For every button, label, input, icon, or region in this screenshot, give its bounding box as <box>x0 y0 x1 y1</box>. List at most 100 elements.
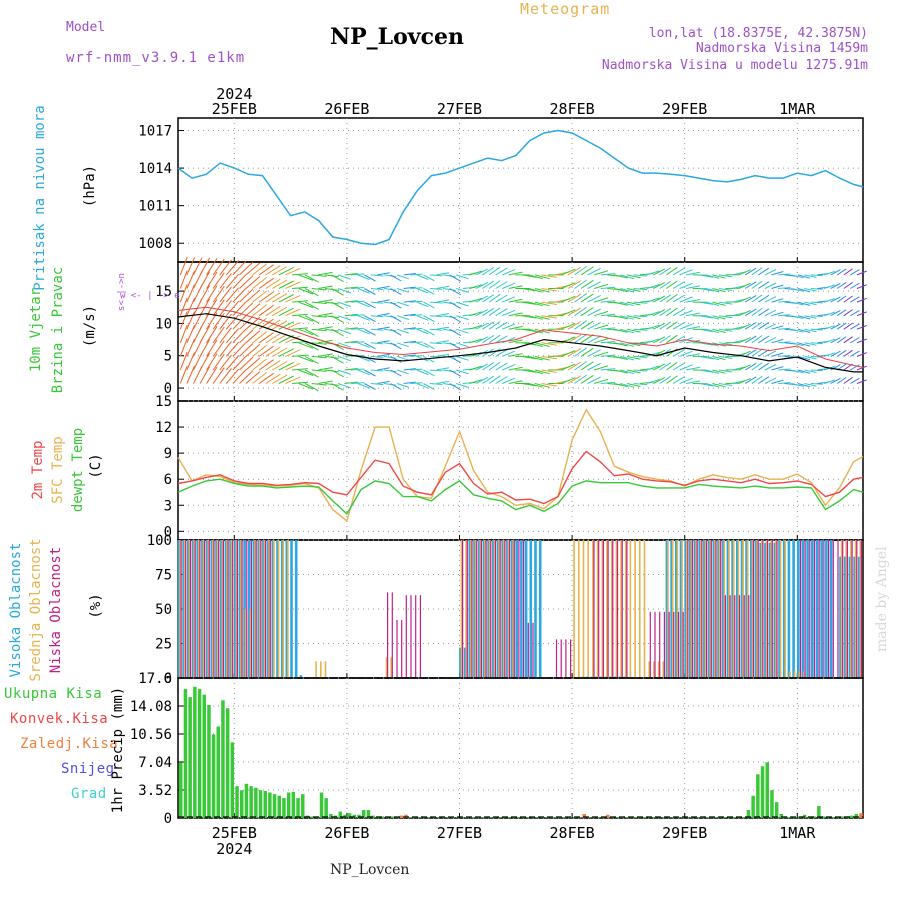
wind-barb <box>712 274 726 279</box>
wind-barb <box>699 383 713 387</box>
wind-barb <box>594 270 609 276</box>
wind-barb <box>810 328 823 331</box>
wind-barb <box>344 327 358 330</box>
wind-barb <box>561 377 576 384</box>
wind-barb <box>791 342 804 347</box>
wind-barb <box>600 368 616 371</box>
wind-barb <box>225 260 240 276</box>
wind-barb <box>488 280 501 289</box>
wind-barb <box>646 284 660 289</box>
wind-barb <box>659 267 672 276</box>
wind-barb <box>541 274 557 278</box>
wind-barb <box>646 379 660 384</box>
wind-barb <box>443 301 456 305</box>
precip-unit-label: 1hr Precip (mm) <box>110 687 126 813</box>
wind-barb <box>843 309 853 317</box>
wind-barb <box>364 369 376 377</box>
wind-barb <box>291 286 308 289</box>
wind-barb <box>383 342 397 346</box>
wind-barb <box>712 328 726 333</box>
wind-barb <box>482 321 494 330</box>
wind-barb <box>653 336 666 344</box>
precip-bar-total <box>272 794 277 818</box>
wind-barb <box>436 272 450 276</box>
wind-barb <box>797 342 811 347</box>
wind-barb <box>469 365 483 371</box>
wind-barb <box>495 281 508 289</box>
wind-barb <box>278 280 294 289</box>
wind-barb <box>600 327 616 330</box>
wind-barb <box>738 364 751 371</box>
model-name: wrf-nmm_v3.9.1 e1km <box>66 50 246 66</box>
wind-barb <box>502 323 516 330</box>
wind-barb <box>488 266 501 276</box>
wind-barb <box>830 364 841 371</box>
precip-legend-4: Grad <box>71 786 107 802</box>
precip-bar-total <box>202 694 206 818</box>
wind-barb <box>429 274 443 277</box>
wind-barb <box>357 328 370 335</box>
wind-barb <box>771 352 784 357</box>
wind-barb <box>508 380 523 384</box>
precip-bar-convective <box>859 813 863 818</box>
wind-barb <box>179 324 188 343</box>
wind-barb <box>429 301 443 304</box>
temp2m-label: 2m Temp <box>30 440 46 499</box>
wind-barb <box>304 301 319 310</box>
precip-bar-total <box>286 792 291 818</box>
precip-bar-total <box>765 762 769 818</box>
wind-barb <box>843 295 853 303</box>
panel-wind: 0 5 10 15 10m Vjetar Brzina i Pravac (m/s) w <-… <box>28 257 867 402</box>
wind-barb <box>679 310 693 317</box>
wind-barb <box>252 304 268 317</box>
wind-barb <box>646 338 660 344</box>
wind-barb <box>731 298 746 303</box>
coordinates-text: lon,lat (18.8375E, 42.3875N) <box>648 26 868 41</box>
wind-barb <box>469 270 483 276</box>
wind-barb <box>836 349 847 357</box>
wind-barb <box>291 273 308 276</box>
wind-barb <box>239 261 254 276</box>
wind-barb <box>659 362 672 371</box>
wind-barb <box>377 313 390 317</box>
precip-bar-total <box>756 774 760 819</box>
wind-barb <box>429 328 443 331</box>
precip-bar-total <box>282 798 286 818</box>
wind-barb <box>179 365 188 384</box>
wind-barb <box>449 288 462 296</box>
wind-barb <box>594 297 609 303</box>
wind-barb <box>403 300 416 303</box>
temp-line-1 <box>177 408 864 523</box>
wind-barb <box>804 328 817 333</box>
wind-barb <box>449 274 462 282</box>
wind-barb <box>265 305 281 317</box>
wind-barb <box>594 324 609 330</box>
wind-barb <box>646 365 660 371</box>
y-tick-label: 12 <box>155 420 172 436</box>
wind-barb <box>686 339 701 344</box>
wind-barb <box>561 350 576 357</box>
wind-barb <box>764 350 777 357</box>
top-year-label: 2024 <box>216 85 252 103</box>
wind-barb <box>357 355 370 362</box>
wind-barb <box>856 365 867 371</box>
wind-barb <box>219 313 232 330</box>
wind-barb <box>823 338 835 344</box>
wind-barb <box>383 274 397 278</box>
wind-barb <box>830 337 841 344</box>
wind-barb <box>285 322 301 330</box>
wind-barb <box>186 270 196 289</box>
wind-barb <box>390 369 402 377</box>
wind-barb <box>804 369 817 373</box>
wind-barb <box>626 383 641 387</box>
wind-barb <box>686 285 701 289</box>
top-date-label: 28FEB <box>550 100 595 118</box>
precip-bar-total <box>596 817 601 818</box>
wind-barb <box>206 271 218 289</box>
wind-barb <box>659 321 672 330</box>
wind-barb <box>744 322 757 330</box>
precip-bar-total <box>418 817 422 818</box>
wind-barb <box>272 374 288 384</box>
wind-barb <box>521 274 537 278</box>
wind-barb <box>810 301 823 304</box>
